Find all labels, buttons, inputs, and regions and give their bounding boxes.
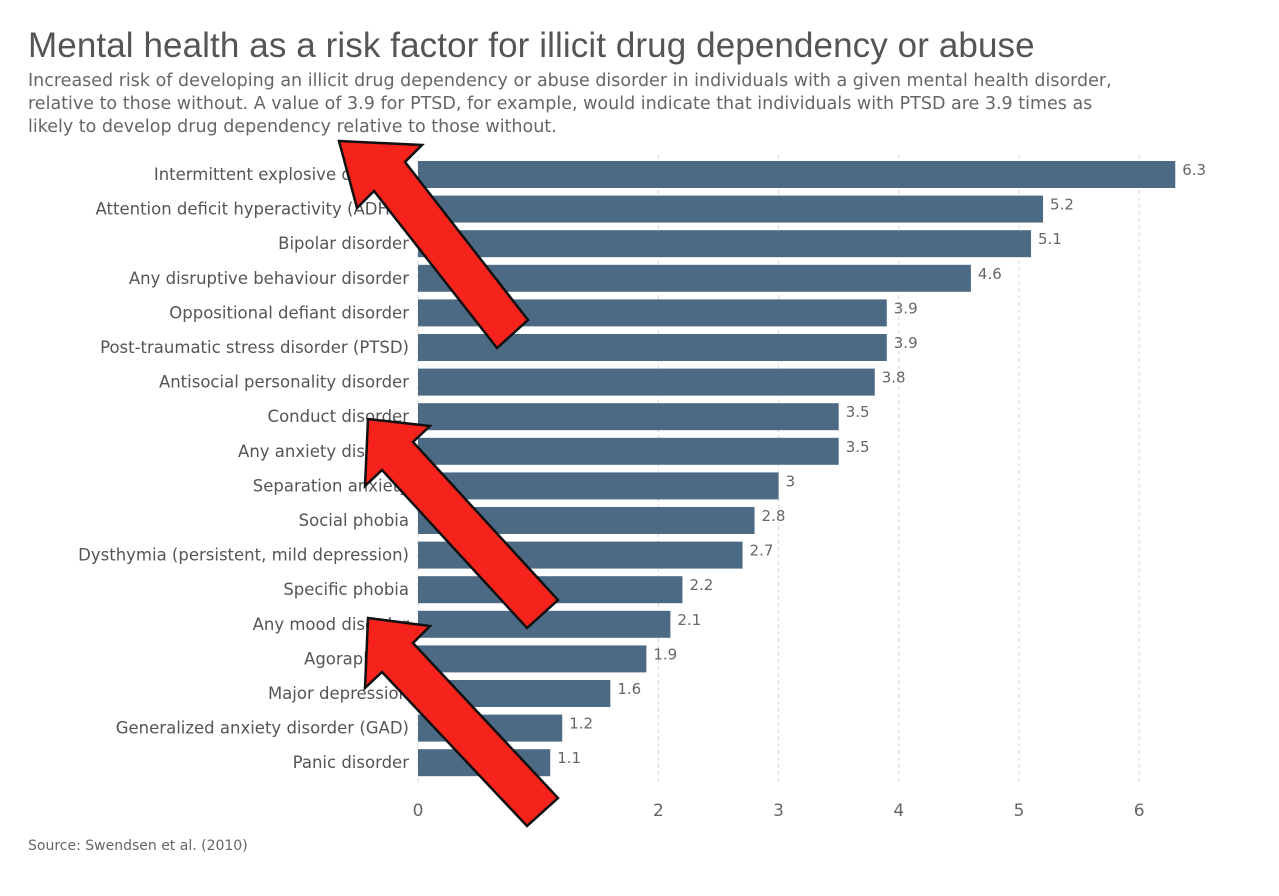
- category-label: Panic disorder: [293, 753, 410, 772]
- category-label: Intermittent explosive disorder: [154, 165, 409, 184]
- bars: [418, 161, 1176, 777]
- bar: [418, 472, 779, 500]
- x-tick-label: 2: [653, 801, 664, 821]
- category-labels: Intermittent explosive disorder Attention…: [78, 165, 409, 772]
- x-tick-label: 6: [1134, 801, 1145, 821]
- value-labels: 6.3 5.2 5.1 4.6 3.9 3.9 3.8 3.5 3.5 32.8 2.7 2.2 2.1…: [557, 161, 1206, 767]
- value-label: 5.1: [1038, 230, 1062, 248]
- bar: [418, 368, 875, 396]
- bar: [418, 161, 1176, 188]
- value-label: 2.8: [762, 507, 786, 525]
- value-label: 2.2: [689, 576, 713, 594]
- category-label: Major depression: [268, 684, 409, 703]
- bar: [418, 610, 671, 638]
- bar: [418, 437, 839, 465]
- bar: [418, 645, 647, 673]
- red-arrow-top: [337, 139, 530, 350]
- x-tick-label: 3: [773, 801, 784, 821]
- red-arrow-middle: [363, 417, 560, 630]
- category-label: Oppositional defiant disorder: [169, 303, 409, 322]
- x-axis-ticks: 0 2 3 4 5 6: [413, 801, 1145, 821]
- value-label: 2.7: [750, 542, 774, 560]
- category-label: Bipolar disorder: [278, 234, 409, 253]
- value-label: 1.2: [569, 715, 593, 733]
- value-label: 1.6: [617, 680, 641, 698]
- value-label: 3.9: [894, 299, 918, 317]
- value-label: 6.3: [1182, 161, 1206, 179]
- value-label: 3.5: [846, 403, 870, 421]
- value-label: 3: [786, 472, 796, 490]
- value-label: 1.9: [653, 645, 677, 663]
- value-label: 4.6: [978, 265, 1002, 283]
- category-label: Post-traumatic stress disorder (PTSD): [100, 338, 409, 357]
- value-label: 5.2: [1050, 196, 1074, 214]
- bar: [418, 230, 1032, 258]
- x-tick-label: 5: [1014, 801, 1025, 821]
- chart-title: Mental health as a risk factor for illic…: [28, 26, 1035, 65]
- value-label: 2.1: [677, 611, 701, 629]
- annotation-arrows: [337, 139, 560, 828]
- category-label: Social phobia: [299, 511, 409, 530]
- value-label: 3.9: [894, 334, 918, 352]
- x-tick-label: 0: [413, 801, 424, 821]
- category-label: Any disruptive behaviour disorder: [129, 269, 409, 288]
- bar: [418, 195, 1044, 223]
- x-tick-label: 4: [893, 801, 904, 821]
- value-label: 3.8: [882, 369, 906, 387]
- chart-subtitle: Increased risk of developing an illicit …: [28, 71, 1112, 137]
- category-label: Attention deficit hyperactivity (ADHD): [96, 200, 409, 219]
- category-label: Specific phobia: [283, 580, 409, 599]
- category-label: Dysthymia (persistent, mild depression): [78, 546, 409, 565]
- source-note: Source: Swendsen et al. (2010): [28, 838, 248, 854]
- category-label: Separation anxiety: [253, 476, 409, 495]
- value-label: 1.1: [557, 749, 581, 767]
- category-label: Antisocial personality disorder: [159, 373, 409, 392]
- value-label: 3.5: [846, 438, 870, 456]
- bar: [418, 264, 971, 292]
- bar: [418, 403, 839, 431]
- category-label: Generalized anxiety disorder (GAD): [116, 719, 409, 738]
- red-arrow-bottom: [363, 616, 560, 828]
